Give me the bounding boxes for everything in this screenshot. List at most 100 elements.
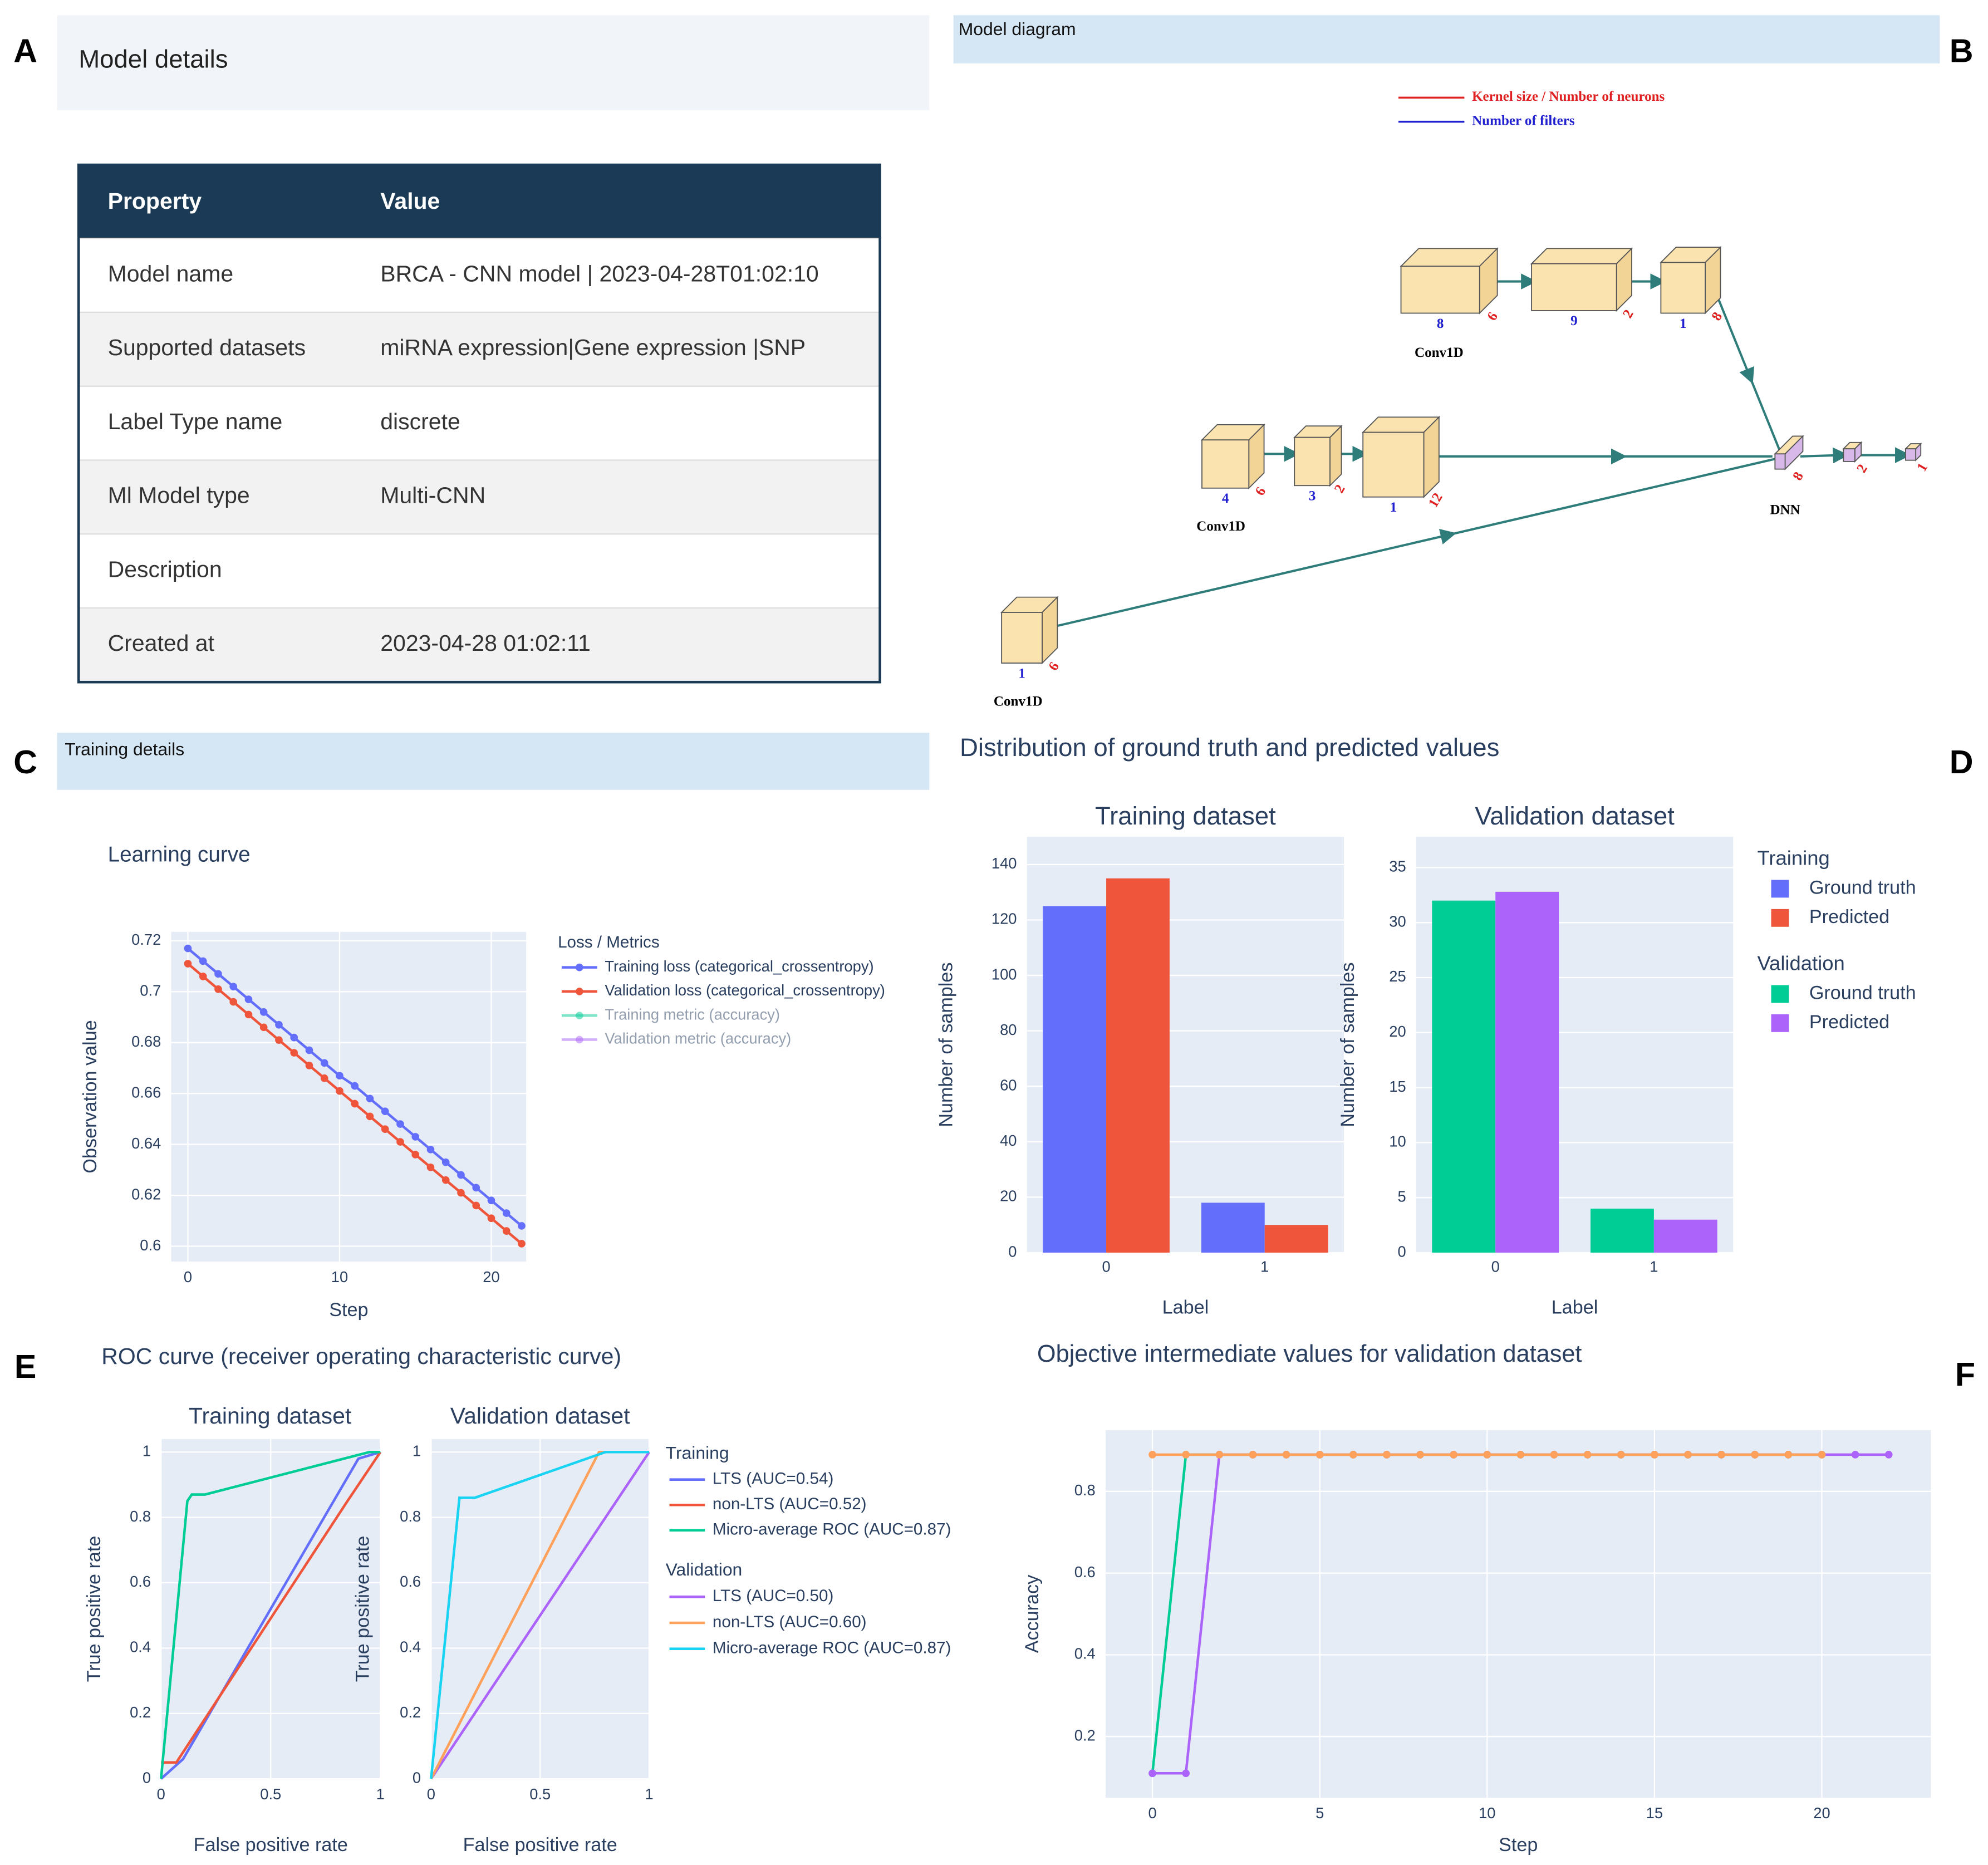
y-tick-label: 0.2 xyxy=(400,1704,421,1721)
x-axis-label: Label xyxy=(1162,1297,1209,1318)
line xyxy=(160,1451,381,1779)
marker xyxy=(1249,1451,1257,1459)
panel-label: B xyxy=(1950,32,1974,69)
bar xyxy=(1264,1225,1328,1253)
x-tick-label: 20 xyxy=(483,1268,499,1285)
y-tick-label: 5 xyxy=(1397,1187,1406,1205)
marker xyxy=(1215,1451,1224,1459)
marker xyxy=(472,1201,480,1210)
bar xyxy=(1043,906,1107,1253)
marker xyxy=(229,998,238,1006)
y-tick-label: 0 xyxy=(413,1769,421,1786)
legend-label: Ground truth xyxy=(1809,877,1916,898)
marker xyxy=(199,957,207,965)
y-tick-label: 0.4 xyxy=(1074,1645,1096,1662)
marker xyxy=(1182,1769,1190,1778)
legend-label: non-LTS (AUC=0.60) xyxy=(713,1613,867,1631)
figure-title: ROC curve (receiver operating characteri… xyxy=(101,1343,621,1369)
marker xyxy=(1450,1451,1457,1459)
marker xyxy=(1148,1769,1156,1778)
kernel-label: 12 xyxy=(1426,490,1446,510)
y-tick-label: 20 xyxy=(1000,1187,1017,1205)
y-axis-label: True positive rate xyxy=(84,1536,105,1682)
y-tick-label: 0 xyxy=(1008,1243,1017,1260)
legend-label: Micro-average ROC (AUC=0.87) xyxy=(713,1639,951,1657)
panel-c-header xyxy=(57,733,930,790)
diagram-legend: Number of filters xyxy=(1472,113,1575,128)
marker xyxy=(1282,1451,1290,1459)
x-axis-label: False positive rate xyxy=(463,1834,617,1856)
block-front xyxy=(1201,439,1250,489)
table-header: Value xyxy=(380,188,440,214)
y-tick-label: 0.66 xyxy=(131,1083,161,1101)
arrow xyxy=(1049,528,1457,629)
y-tick-label: 80 xyxy=(1000,1021,1017,1038)
x-tick-label: 0 xyxy=(157,1785,165,1803)
marker xyxy=(184,944,192,953)
x-axis-label: Step xyxy=(1499,1834,1538,1856)
marker xyxy=(487,1214,495,1223)
y-tick-label: 0.72 xyxy=(131,931,161,948)
filters-label: 3 xyxy=(1309,488,1316,503)
y-axis-label: Observation value xyxy=(80,1020,101,1173)
legend-swatch xyxy=(575,1035,583,1044)
marker xyxy=(411,1151,420,1159)
y-tick-label: 30 xyxy=(1389,912,1406,930)
table-row xyxy=(78,534,880,608)
plot-bg xyxy=(171,931,527,1262)
table-cell: Model name xyxy=(108,261,234,286)
marker xyxy=(1315,1451,1324,1459)
marker xyxy=(351,1082,359,1090)
legend-swatch xyxy=(575,1012,583,1019)
y-tick-label: 0.64 xyxy=(131,1135,161,1152)
table-cell: discrete xyxy=(380,409,460,434)
filters-label: 8 xyxy=(1437,316,1444,331)
marker xyxy=(1651,1451,1658,1459)
table-row xyxy=(78,607,880,682)
marker xyxy=(502,1209,511,1217)
chart-title: Validation dataset xyxy=(1475,802,1675,830)
marker xyxy=(381,1125,389,1133)
arrow xyxy=(1749,376,1781,452)
y-tick-label: 0.8 xyxy=(1074,1481,1096,1499)
x-tick-label: 0.5 xyxy=(260,1785,281,1803)
block-front xyxy=(1362,431,1425,498)
x-tick-label: 0 xyxy=(1491,1258,1500,1275)
y-tick-label: 0.6 xyxy=(1074,1563,1096,1581)
marker xyxy=(244,1010,253,1019)
table-cell: Ml Model type xyxy=(108,483,250,508)
legend-label: non-LTS (AUC=0.52) xyxy=(713,1495,867,1513)
legend-title: Validation xyxy=(666,1559,743,1579)
marker xyxy=(1617,1451,1625,1459)
arrow xyxy=(1800,447,1849,464)
marker xyxy=(457,1189,465,1197)
block-front xyxy=(1531,263,1617,311)
y-tick-label: 0.6 xyxy=(130,1573,151,1590)
table-cell: miRNA expression|Gene expression |SNP xyxy=(380,335,806,360)
chart-title: Validation dataset xyxy=(450,1403,630,1429)
section-title: Training details xyxy=(65,739,184,759)
marker xyxy=(336,1072,343,1080)
marker xyxy=(396,1138,404,1146)
arrow xyxy=(1711,284,1755,384)
legend-swatch xyxy=(575,988,583,995)
table-row xyxy=(78,238,880,312)
filters-label: 9 xyxy=(1570,313,1578,328)
block-front xyxy=(1294,436,1331,487)
chart-title: Objective intermediate values for valida… xyxy=(1037,1341,1582,1367)
legend-label: Ground truth xyxy=(1809,982,1916,1003)
x-tick-label: 15 xyxy=(1646,1804,1663,1822)
x-tick-label: 10 xyxy=(1479,1804,1495,1822)
bar xyxy=(1590,1208,1654,1253)
x-tick-label: 10 xyxy=(331,1268,348,1285)
y-tick-label: 0.6 xyxy=(400,1573,421,1590)
legend-label: Predicted xyxy=(1809,906,1889,927)
table-row xyxy=(78,386,880,460)
table-cell: Supported datasets xyxy=(108,335,306,360)
marker xyxy=(290,1033,298,1042)
marker xyxy=(518,1240,526,1248)
plot-bg xyxy=(1105,1430,1931,1798)
table-cell: 2023-04-28 01:02:11 xyxy=(380,630,591,656)
marker xyxy=(1884,1451,1893,1459)
